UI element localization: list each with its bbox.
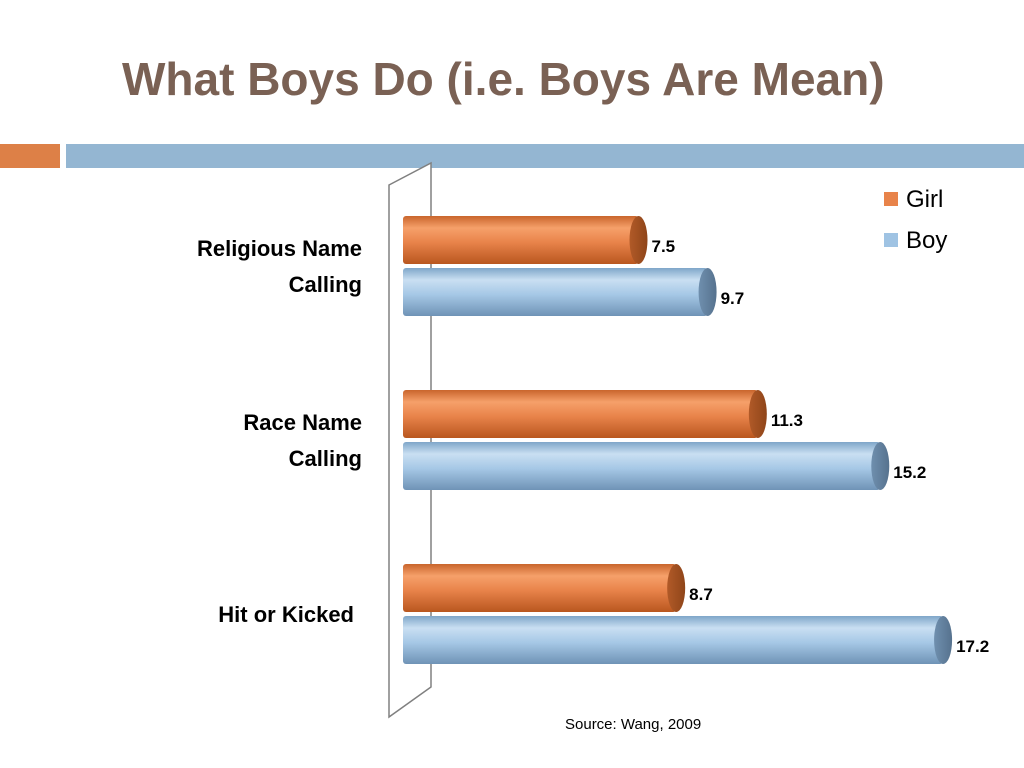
category-label-1-0: Race Name xyxy=(243,410,362,435)
bar-cap-girl-1 xyxy=(748,390,767,438)
legend-label-girl: Girl xyxy=(906,186,943,213)
bar-cap-boy-1 xyxy=(871,442,890,490)
bar-cap-boy-2 xyxy=(934,616,953,664)
data-label-girl-1: 11.3 xyxy=(771,411,803,430)
category-label-1-1: Calling xyxy=(289,446,362,471)
bar-cap-boy-0 xyxy=(698,268,717,316)
bar-boy-2 xyxy=(403,616,944,664)
bar-girl-0 xyxy=(403,216,639,264)
legend-swatch-boy xyxy=(884,233,898,247)
slide-title: What Boys Do (i.e. Boys Are Mean) xyxy=(122,53,885,105)
data-label-girl-2: 8.7 xyxy=(689,585,713,604)
data-label-boy-0: 9.7 xyxy=(721,289,745,308)
data-label-boy-1: 15.2 xyxy=(893,463,926,482)
bar-boy-0 xyxy=(403,268,708,316)
legend-swatch-girl xyxy=(884,192,898,206)
bar-cap-girl-2 xyxy=(667,564,686,612)
legend-label-boy: Boy xyxy=(906,227,947,254)
data-label-boy-2: 17.2 xyxy=(956,637,989,656)
category-label-0-0: Religious Name xyxy=(197,236,362,261)
bar-cap-girl-0 xyxy=(629,216,648,264)
data-label-girl-0: 7.5 xyxy=(652,237,676,256)
title-accent-blue xyxy=(66,144,1024,168)
source-note: Source: Wang, 2009 xyxy=(565,716,702,733)
bar-boy-1 xyxy=(403,442,881,490)
bar-girl-1 xyxy=(403,390,758,438)
title-accent-orange xyxy=(0,144,60,168)
category-label-0-1: Calling xyxy=(289,272,362,297)
category-label-2-0: Hit or Kicked xyxy=(218,602,354,627)
bar-girl-2 xyxy=(403,564,677,612)
